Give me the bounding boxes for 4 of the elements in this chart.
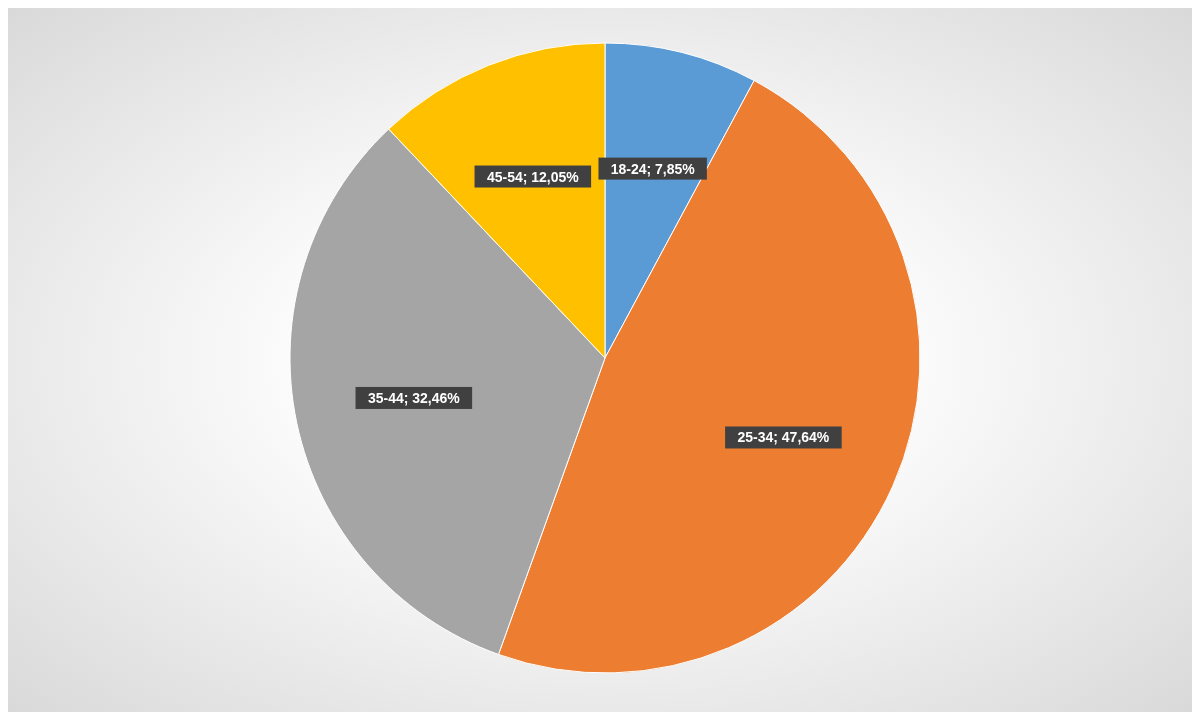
slice-label: 45-54; 12,05% (486, 168, 580, 185)
slice-label: 35-44; 32,46% (367, 389, 461, 406)
slice-label: 18-24; 7,85% (610, 160, 696, 177)
slice-label: 25-34; 47,64% (737, 429, 830, 446)
